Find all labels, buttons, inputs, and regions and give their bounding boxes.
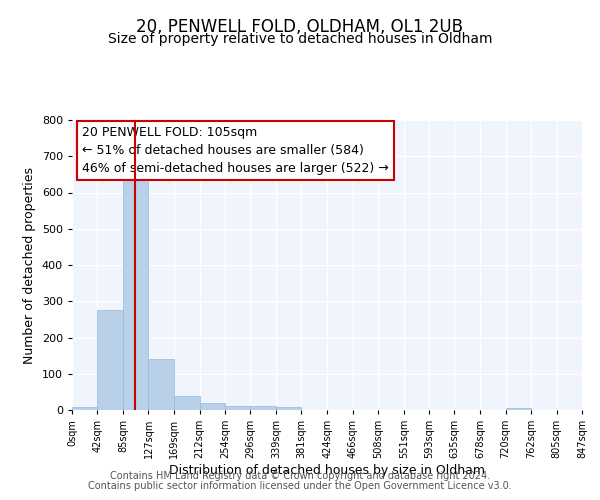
- Text: Contains public sector information licensed under the Open Government Licence v3: Contains public sector information licen…: [88, 481, 512, 491]
- Bar: [97, 310, 123, 410]
- Text: 20 PENWELL FOLD: 105sqm
← 51% of detached houses are smaller (584)
46% of semi-d: 20 PENWELL FOLD: 105sqm ← 51% of detache…: [82, 126, 389, 175]
- Bar: [250, 406, 276, 410]
- Bar: [148, 359, 174, 410]
- Text: Size of property relative to detached houses in Oldham: Size of property relative to detached ho…: [108, 32, 492, 46]
- Bar: [276, 408, 301, 410]
- Bar: [225, 406, 250, 410]
- Bar: [506, 408, 531, 410]
- X-axis label: Distribution of detached houses by size in Oldham: Distribution of detached houses by size …: [169, 464, 485, 477]
- Bar: [123, 178, 148, 410]
- Text: 20, PENWELL FOLD, OLDHAM, OL1 2UB: 20, PENWELL FOLD, OLDHAM, OL1 2UB: [137, 18, 464, 36]
- Text: Contains HM Land Registry data © Crown copyright and database right 2024.: Contains HM Land Registry data © Crown c…: [110, 471, 490, 481]
- Bar: [72, 408, 97, 410]
- Y-axis label: Number of detached properties: Number of detached properties: [23, 166, 36, 364]
- Bar: [200, 403, 225, 410]
- Bar: [174, 396, 200, 410]
